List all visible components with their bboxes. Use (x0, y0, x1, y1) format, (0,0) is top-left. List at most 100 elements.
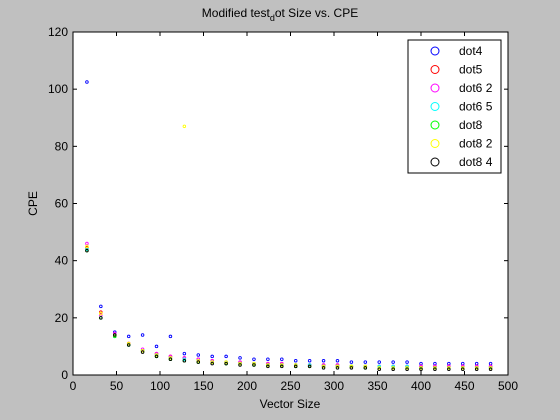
data-point (224, 361, 228, 366)
data-point (391, 360, 395, 364)
y-tick-label: 20 (55, 311, 69, 325)
legend-label: dot6 5 (459, 100, 493, 114)
x-axis-label: Vector Size (260, 397, 321, 411)
data-point (252, 357, 256, 362)
data-point (447, 366, 451, 370)
x-tick-label: 250 (280, 379, 300, 393)
data-point (461, 366, 465, 370)
data-point (85, 244, 89, 249)
data-point (405, 366, 409, 370)
data-point (113, 334, 117, 339)
data-point (126, 343, 131, 347)
data-point (335, 364, 340, 369)
x-tick-label: 400 (411, 379, 431, 393)
data-point (363, 360, 368, 364)
y-axis-label: CPE (26, 191, 40, 216)
data-point (321, 366, 326, 370)
data-point (377, 360, 381, 364)
data-point (224, 354, 228, 359)
data-point (474, 367, 479, 372)
data-point (321, 364, 326, 369)
data-point (154, 353, 159, 357)
data-point (168, 357, 173, 362)
data-point (126, 334, 131, 339)
data-point (391, 367, 395, 372)
y-tick-label: 120 (48, 25, 68, 39)
data-point (447, 367, 451, 372)
legend-marker (430, 102, 440, 111)
data-point (488, 366, 493, 370)
data-point (140, 333, 145, 337)
data-point (196, 353, 201, 357)
data-point (433, 366, 437, 370)
data-point (224, 360, 228, 364)
data-point (433, 367, 437, 372)
chart-title: Modified testdot Size vs. CPE (202, 6, 358, 23)
y-tick-label: 0 (61, 368, 68, 382)
legend-label: dot4 (459, 44, 483, 58)
data-point (363, 364, 368, 369)
data-point (182, 124, 187, 129)
data-point (99, 304, 103, 309)
x-tick-label: 500 (498, 379, 518, 393)
x-tick-label: 450 (454, 379, 474, 393)
legend-marker (430, 157, 440, 167)
data-point (377, 366, 381, 370)
data-point (293, 364, 298, 369)
legend-marker (430, 65, 440, 74)
legend-marker (430, 120, 440, 130)
data-point (126, 341, 131, 346)
data-point (363, 366, 368, 370)
legend-label: dot8 4 (459, 155, 493, 169)
x-tick-label: 200 (237, 379, 257, 393)
y-tick-label: 60 (55, 197, 69, 211)
data-point (154, 344, 159, 349)
data-point (488, 367, 493, 372)
data-point (335, 358, 340, 363)
data-point (85, 80, 89, 84)
legend-label: dot6 2 (459, 81, 493, 95)
legend-label: dot8 (459, 118, 483, 132)
data-point (168, 356, 173, 360)
data-point (210, 354, 214, 359)
data-point (474, 366, 479, 370)
legend: dot4 dot5 dot6 2 dot6 5 dot8 dot8 2 dot8 4 (407, 39, 502, 174)
data-point (154, 354, 159, 359)
data-point (335, 366, 340, 370)
data-point (140, 348, 145, 353)
data-point (252, 361, 256, 366)
data-point (280, 363, 284, 367)
data-point (293, 358, 298, 363)
data-point (349, 360, 354, 364)
data-point (99, 316, 103, 320)
data-point (182, 358, 187, 363)
axis-ticks: 0 50 100 150 200 250 300 350 400 450 500 0 20 40 60 80 1… (48, 25, 518, 393)
data-point (293, 363, 298, 367)
data-point (210, 360, 214, 364)
data-point (419, 367, 423, 372)
data-point (321, 358, 326, 363)
data-point (266, 357, 270, 362)
legend-box (407, 39, 502, 174)
data-points (85, 80, 493, 372)
data-point (266, 364, 270, 369)
legend-label: dot8 2 (459, 137, 493, 151)
data-point (238, 361, 242, 366)
data-point (405, 360, 409, 364)
x-tick-label: 100 (150, 379, 170, 393)
data-point (252, 363, 256, 367)
x-tick-label: 150 (193, 379, 213, 393)
data-point (461, 367, 465, 372)
data-point (377, 367, 381, 372)
data-point (182, 351, 187, 356)
legend-label: dot5 (459, 63, 483, 77)
data-point (99, 311, 103, 316)
data-point (196, 358, 201, 363)
data-point (113, 333, 117, 337)
data-point (391, 366, 395, 370)
data-point (280, 357, 284, 362)
data-point (196, 360, 201, 364)
x-tick-label: 350 (367, 379, 387, 393)
legend-marker (430, 46, 440, 56)
